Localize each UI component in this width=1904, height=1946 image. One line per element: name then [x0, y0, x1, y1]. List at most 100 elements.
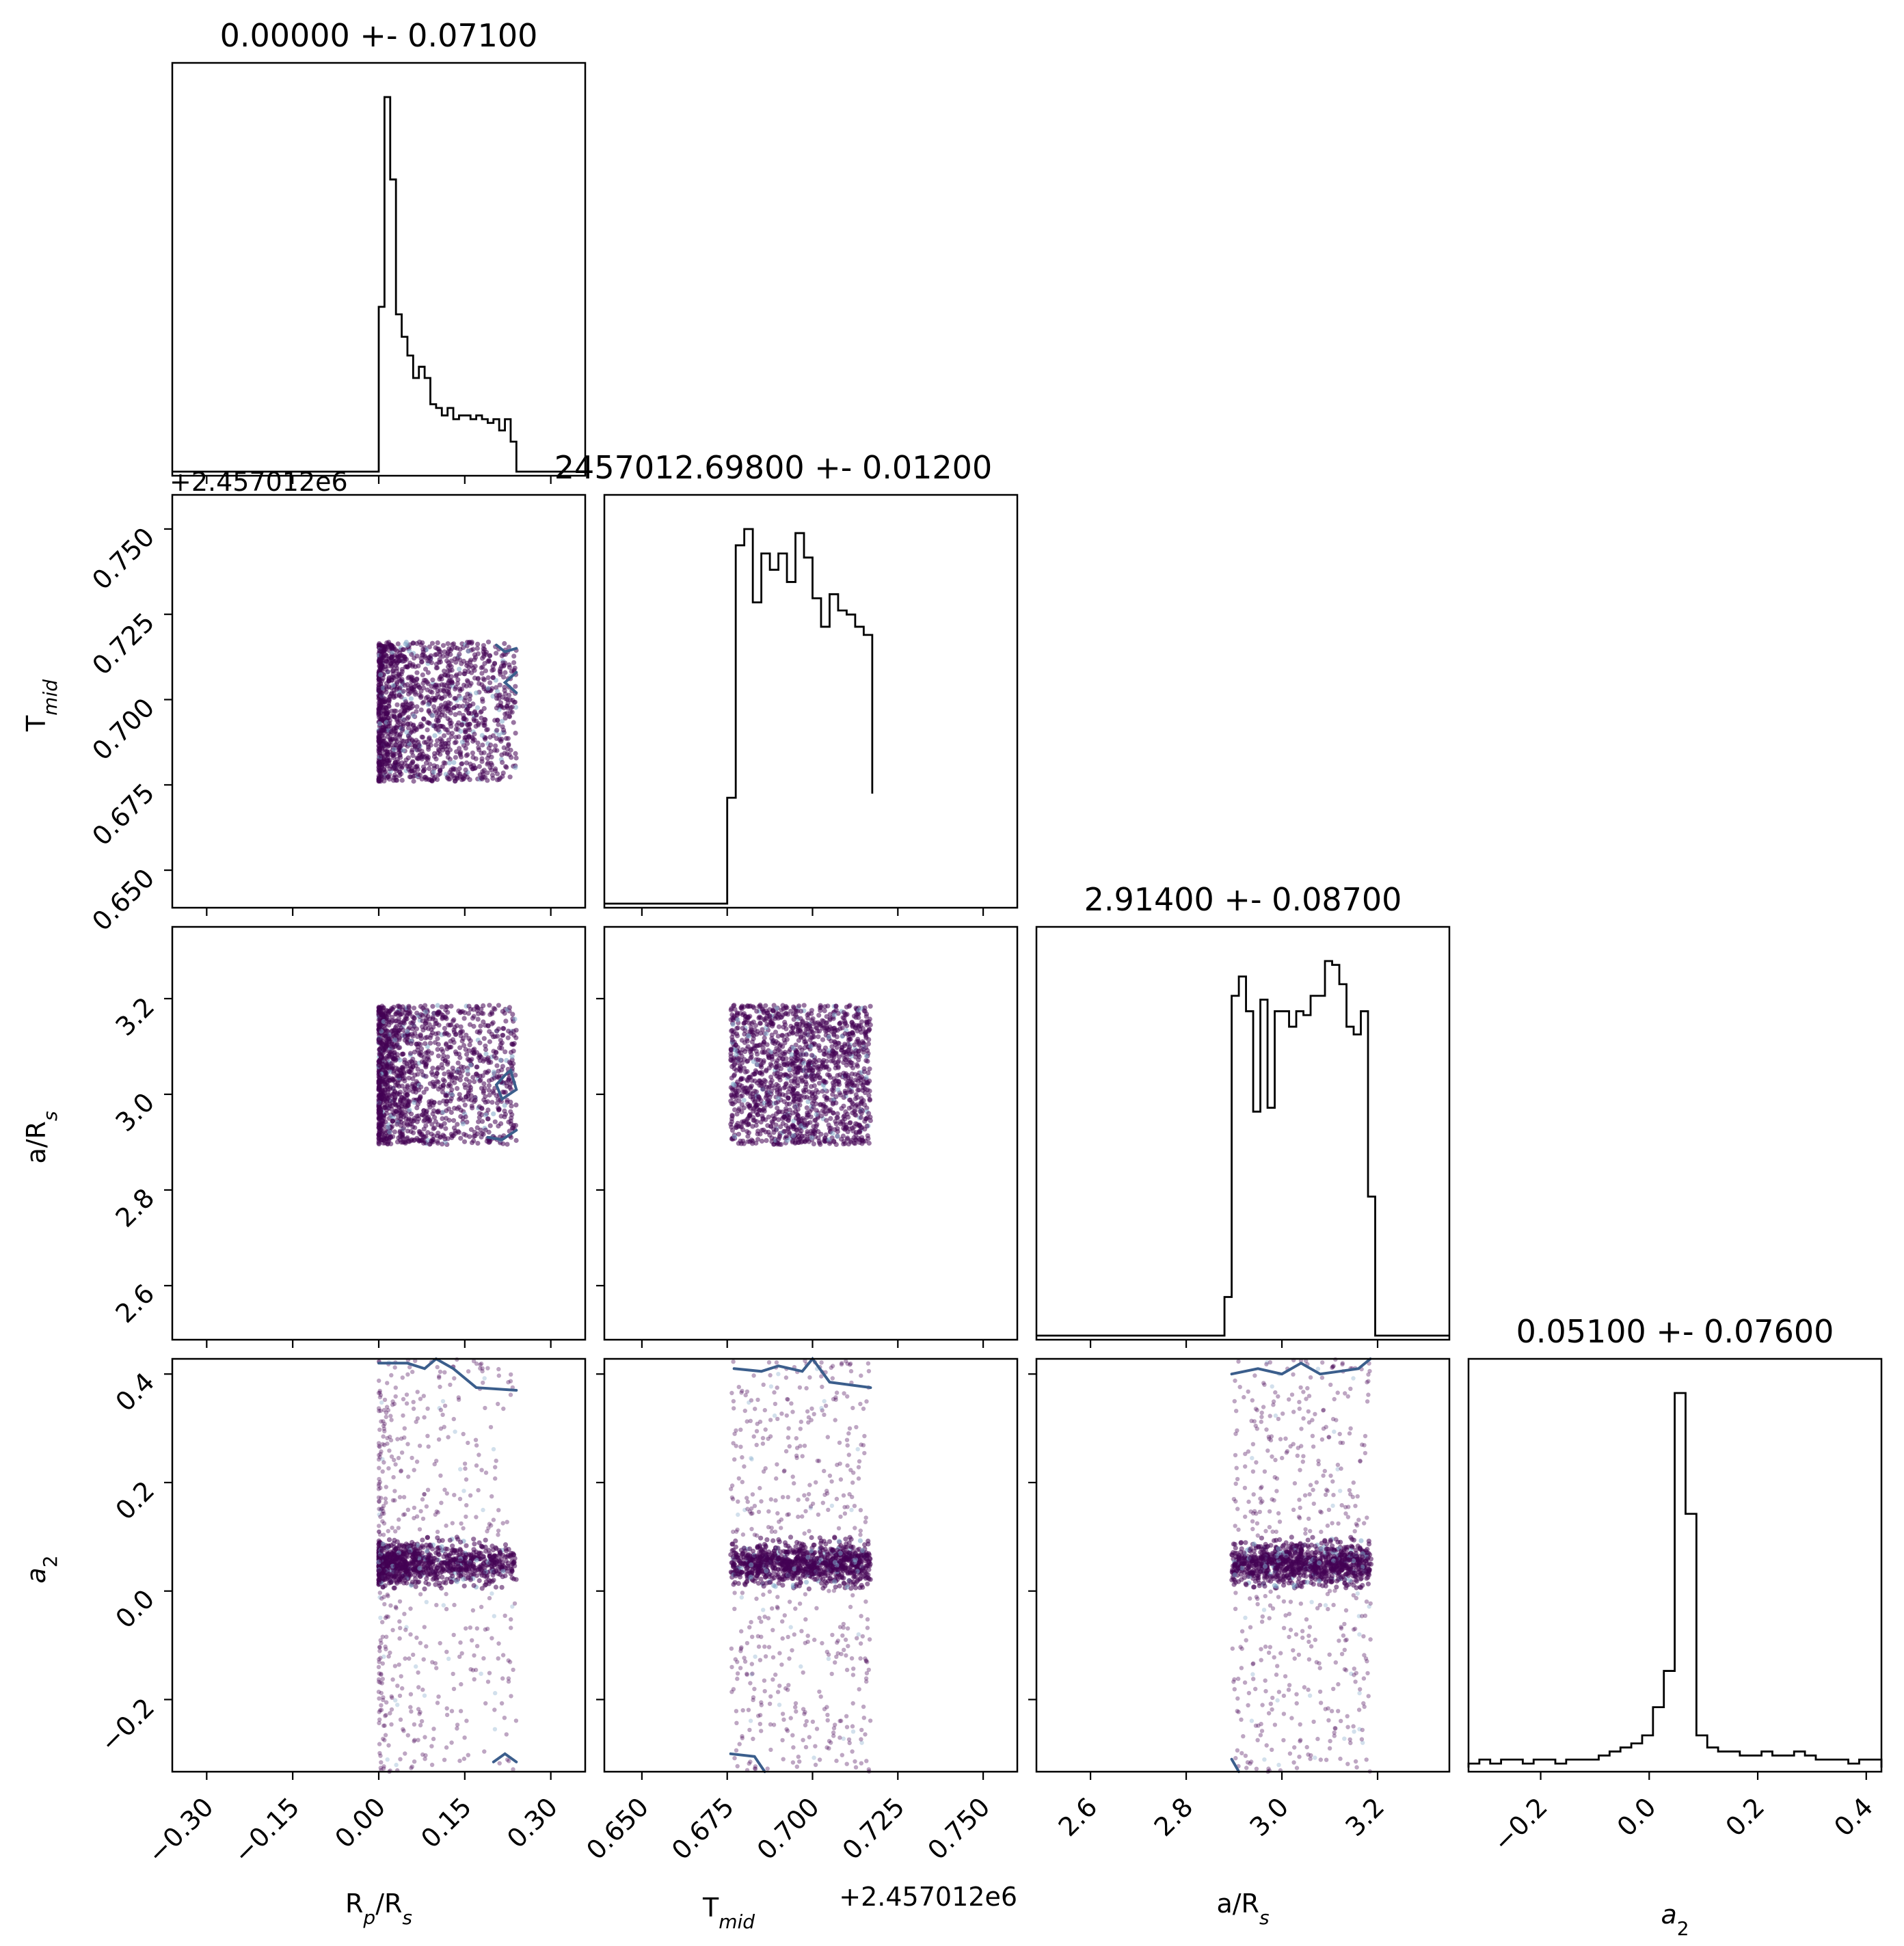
scatter-point [455, 656, 460, 661]
scatter-point [403, 1016, 408, 1022]
scatter-point [412, 1015, 417, 1021]
scatter-point [801, 1003, 807, 1008]
scatter-point [496, 1003, 502, 1008]
scatter-point [502, 1716, 507, 1720]
scatter-point [463, 1046, 468, 1052]
scatter-point [472, 1653, 477, 1658]
scatter-point [422, 1113, 427, 1118]
scatter-point [397, 1092, 402, 1097]
scatter-point [414, 704, 420, 710]
scatter-point [429, 697, 434, 703]
scatter-point [410, 1056, 416, 1062]
scatter-point [752, 1043, 757, 1049]
scatter-point [427, 761, 433, 767]
scatter-point [851, 1124, 857, 1130]
scatter-point [394, 725, 399, 731]
scatter-point [377, 1113, 382, 1118]
scatter-point [409, 1709, 414, 1714]
scatter-point [464, 1032, 469, 1038]
scatter-1-0 [376, 639, 519, 784]
scatter-point [453, 685, 459, 690]
scatter-point [470, 647, 476, 652]
scatter-point [397, 1517, 401, 1522]
scatter-point [418, 1084, 424, 1090]
scatter-point [390, 1526, 394, 1530]
scatter-point [429, 690, 435, 695]
scatter-point [735, 1025, 740, 1031]
scatter-point [448, 1096, 454, 1101]
scatter-point [811, 1065, 816, 1070]
scatter-point [397, 1662, 401, 1667]
scatter-point [472, 731, 477, 737]
scatter-point [442, 1071, 447, 1077]
scatter-point [781, 1114, 787, 1120]
scatter-point [420, 751, 426, 757]
scatter-point [390, 1091, 396, 1096]
scatter-point [786, 1066, 792, 1072]
scatter-point [436, 1694, 441, 1699]
scatter-point [483, 1070, 488, 1075]
scatter-point [843, 1073, 848, 1079]
scatter-point [391, 751, 397, 756]
scatter-point [767, 1133, 773, 1138]
scatter-point [846, 1105, 852, 1111]
scatter-point [435, 1086, 442, 1092]
scatter-point [513, 705, 519, 710]
scatter-point [502, 688, 507, 693]
scatter-point [748, 1003, 753, 1009]
scatter-point [820, 1103, 826, 1109]
scatter-point [402, 1103, 408, 1108]
scatter-point [392, 764, 397, 770]
scatter-point [412, 1005, 417, 1011]
scatter-point [739, 1102, 745, 1107]
scatter-point [377, 1649, 382, 1653]
scatter-point [795, 1113, 801, 1118]
scatter-point [511, 1041, 517, 1046]
scatter-point [483, 736, 488, 742]
scatter-point [747, 1112, 753, 1118]
scatter-point [784, 1005, 790, 1010]
scatter-point [844, 1062, 849, 1068]
scatter-point [418, 1592, 423, 1597]
scatter-point [433, 726, 439, 731]
scatter-point [407, 1099, 412, 1105]
scatter-point [429, 640, 435, 646]
scatter-point [489, 1010, 494, 1015]
scatter-point [430, 713, 435, 718]
scatter-point [509, 668, 514, 674]
scatter-point [802, 1122, 807, 1128]
scatter-point [467, 1134, 472, 1139]
scatter-point [453, 645, 458, 651]
scatter-point [397, 1083, 402, 1089]
scatter-point [482, 722, 487, 728]
scatter-point [410, 747, 415, 753]
scatter-point [830, 1049, 835, 1054]
scatter-point [464, 1543, 469, 1548]
scatter-point [826, 1034, 831, 1040]
scatter-point [862, 1118, 868, 1124]
scatter-point [445, 1059, 451, 1065]
scatter-point [392, 1025, 399, 1031]
scatter-point [435, 1042, 441, 1047]
scatter-point [394, 1122, 400, 1127]
scatter-point [384, 1111, 390, 1116]
scatter-point [422, 1415, 427, 1420]
scatter-point [457, 1045, 463, 1051]
scatter-point [432, 683, 438, 688]
scatter-point [730, 1081, 736, 1087]
scatter-point [461, 715, 467, 720]
scatter-point [477, 1040, 483, 1046]
scatter-point [472, 1079, 477, 1085]
scatter-point [506, 1078, 511, 1083]
scatter-point [470, 701, 476, 707]
scatter-point [410, 1060, 415, 1066]
scatter-point [415, 766, 421, 772]
scatter-point [464, 741, 470, 746]
scatter-point [415, 1047, 420, 1053]
scatter-point [767, 1084, 773, 1090]
scatter-point [511, 653, 517, 659]
scatter-point [772, 1116, 777, 1121]
scatter-point [494, 651, 499, 656]
scatter-point [425, 1130, 431, 1135]
scatter-point [492, 1053, 497, 1059]
